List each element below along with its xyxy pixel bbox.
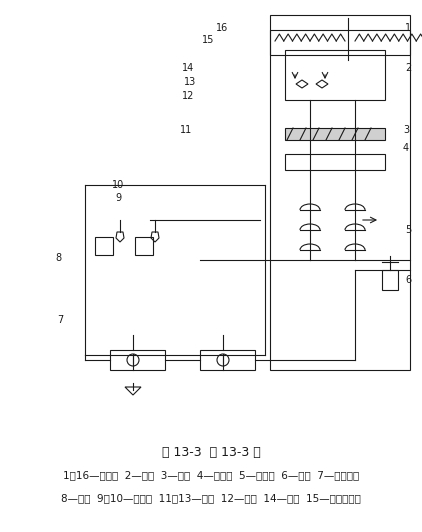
Text: 11: 11 — [180, 125, 192, 135]
Bar — [95, 237, 113, 255]
Bar — [285, 50, 385, 100]
Text: 16: 16 — [216, 23, 228, 33]
Text: 6: 6 — [405, 275, 411, 285]
Bar — [110, 350, 165, 370]
Text: 5: 5 — [405, 225, 411, 235]
Text: 14: 14 — [182, 63, 194, 73]
Bar — [382, 270, 398, 290]
Text: 图 13-3  例 13-3 图: 图 13-3 例 13-3 图 — [162, 445, 260, 459]
Text: 1、16—锁紧缸  2—机架  3—非门  4—放大器  5—手动阀  6—气源  7—外部气源: 1、16—锁紧缸 2—机架 3—非门 4—放大器 5—手动阀 6—气源 7—外部… — [63, 470, 359, 480]
Bar — [270, 15, 410, 55]
Text: 13: 13 — [184, 77, 196, 87]
Text: 8: 8 — [55, 253, 61, 263]
Bar — [135, 237, 153, 255]
Text: 1: 1 — [405, 23, 411, 33]
Text: 9: 9 — [115, 193, 121, 203]
Text: 10: 10 — [112, 180, 124, 190]
Text: 12: 12 — [182, 91, 194, 101]
Bar — [285, 128, 385, 140]
Bar — [285, 154, 385, 170]
Text: 2: 2 — [405, 63, 411, 73]
Bar — [200, 350, 255, 370]
Text: 4: 4 — [403, 143, 409, 153]
Text: 7: 7 — [57, 315, 63, 325]
Text: 15: 15 — [202, 35, 214, 45]
Text: 3: 3 — [403, 125, 409, 135]
Bar — [270, 30, 410, 370]
Text: 8—气源  9、10—接受嘴  11、13—喷嘴  12—砂带  14—禁门  15—气液联动缸: 8—气源 9、10—接受嘴 11、13—喷嘴 12—砂带 14—禁门 15—气液… — [61, 493, 361, 503]
